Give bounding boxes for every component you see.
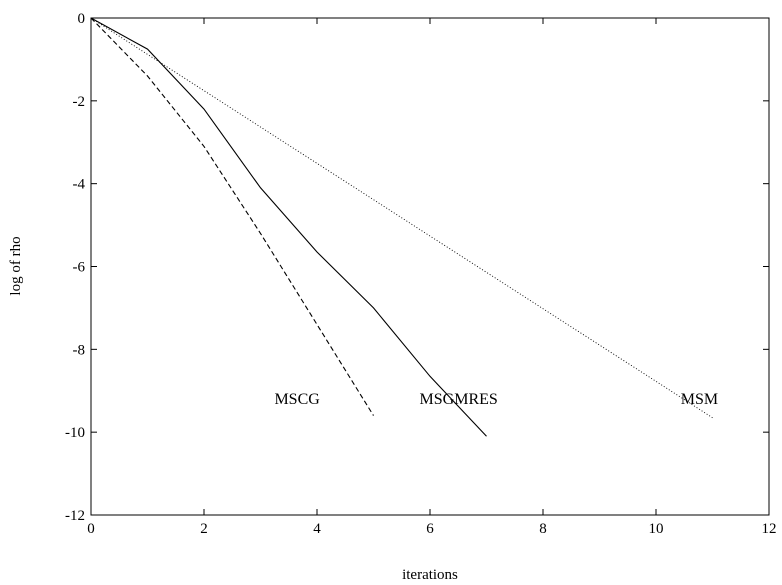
x-tick-label: 10 bbox=[649, 521, 664, 537]
series-labels: MSCG MSGMRES MSM bbox=[274, 391, 718, 408]
x-tick-label: 8 bbox=[539, 521, 547, 537]
series-label-msgmres: MSGMRES bbox=[420, 391, 498, 408]
y-tick-label: -12 bbox=[65, 508, 85, 524]
y-tick-label: -6 bbox=[73, 260, 86, 276]
y-tick-label: -2 bbox=[73, 94, 86, 110]
series-line-msm bbox=[90, 17, 713, 419]
series-lines bbox=[90, 17, 713, 437]
series-line-msgmres bbox=[90, 17, 487, 437]
x-tick-label: 0 bbox=[87, 521, 95, 537]
axis-ticks: 0 2 4 6 8 10 12 0 -2 -4 -6 -8 -10 -12 bbox=[65, 11, 777, 537]
x-tick-label: 6 bbox=[426, 521, 434, 537]
series-line-mscg bbox=[90, 17, 374, 416]
x-tick-label: 4 bbox=[313, 521, 321, 537]
x-tick-label: 2 bbox=[200, 521, 208, 537]
y-tick-label: -8 bbox=[73, 342, 86, 358]
x-tick-label: 12 bbox=[762, 521, 777, 537]
x-axis-label: iterations bbox=[402, 567, 458, 583]
series-label-msm: MSM bbox=[681, 391, 718, 408]
y-tick-label: -10 bbox=[65, 425, 85, 441]
series-label-mscg: MSCG bbox=[274, 391, 320, 408]
y-tick-label: -4 bbox=[73, 177, 86, 193]
y-tick-label: 0 bbox=[78, 11, 86, 27]
plot-frame bbox=[90, 17, 770, 516]
y-axis-label: log of rho bbox=[8, 236, 24, 295]
